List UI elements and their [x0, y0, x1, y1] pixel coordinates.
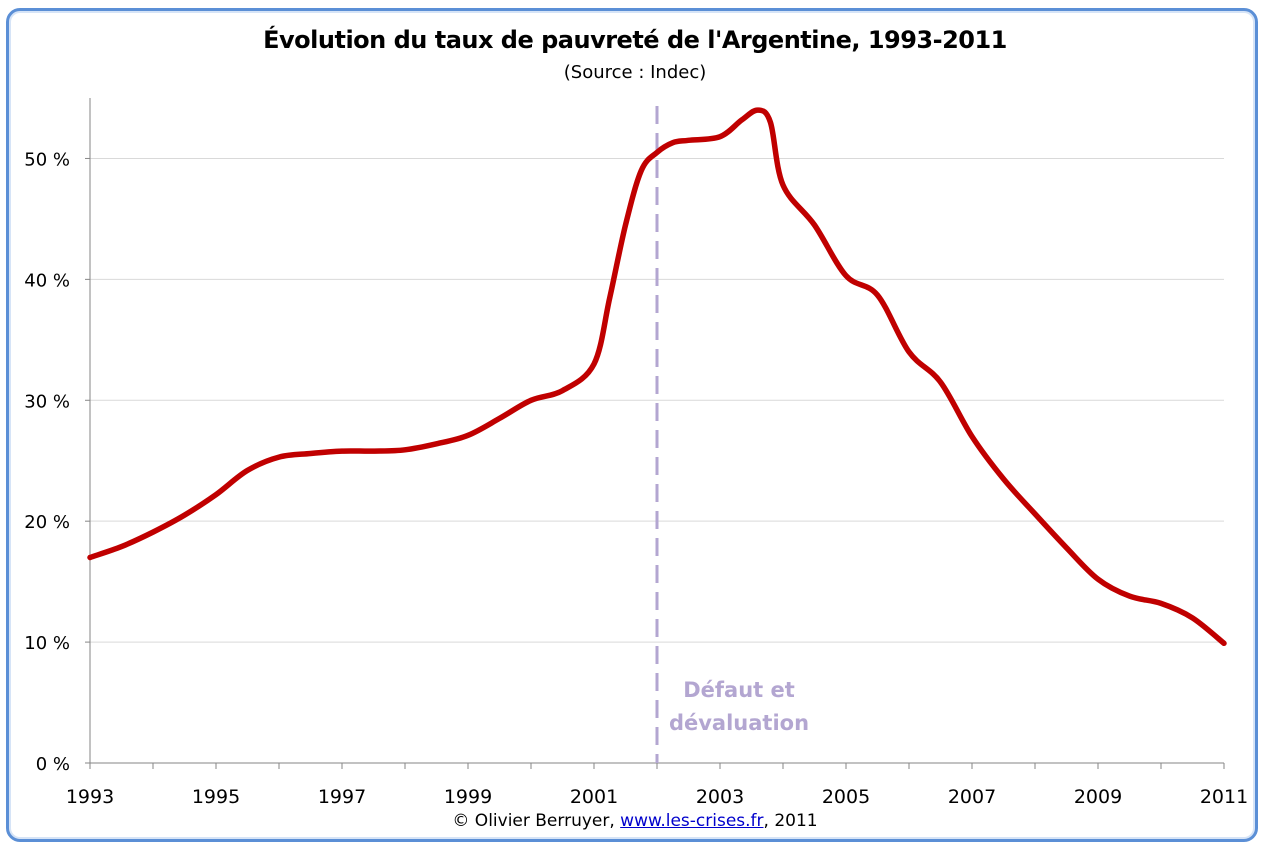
x-tick-label: 2003: [696, 786, 744, 808]
y-tick-label: 50 %: [24, 149, 70, 170]
chart-title: Évolution du taux de pauvreté de l'Argen…: [263, 26, 1007, 54]
x-tick-label: 2007: [948, 786, 996, 808]
y-tick-labels: 0 % 10 % 20 % 30 % 40 % 50 %: [24, 149, 70, 775]
x-tick-label: 1997: [318, 786, 366, 808]
annotation-group: Défaut et dévaluation: [655, 106, 809, 763]
footer-link[interactable]: www.les-crises.fr: [620, 811, 764, 831]
x-tick-label: 2005: [822, 786, 870, 808]
y-tick-label: 0 %: [36, 754, 70, 775]
x-tick-label: 2009: [1074, 786, 1122, 808]
x-tick-label: 1993: [66, 786, 114, 808]
poverty-rate-line: [87, 107, 1227, 647]
x-tick-label: 1999: [444, 786, 492, 808]
y-tick-label: 40 %: [24, 270, 70, 291]
annotation-label: Défaut et: [683, 678, 795, 702]
axes: [85, 98, 1225, 769]
chart-frame: [6, 8, 1258, 842]
x-tick-labels: 1993 1995 1997 1999 2001 2003 2005 2007 2009 2011: [66, 786, 1248, 808]
x-tick-label: 1995: [192, 786, 240, 808]
footer-prefix: © Olivier Berruyer,: [452, 811, 615, 831]
footer-suffix: , 2011: [763, 811, 818, 831]
y-tick-label: 10 %: [24, 633, 70, 654]
y-tick-label: 30 %: [24, 391, 70, 412]
x-tick-label: 2001: [570, 786, 618, 808]
chart-subtitle: (Source : Indec): [563, 62, 707, 83]
x-tick-label: 2011: [1200, 786, 1248, 808]
annotation-label: dévaluation: [669, 711, 809, 735]
footer-credit: © Olivier Berruyer, www.les-crises.fr, 2…: [0, 811, 1270, 831]
series-group: [87, 107, 1227, 647]
y-tick-label: 20 %: [24, 512, 70, 533]
